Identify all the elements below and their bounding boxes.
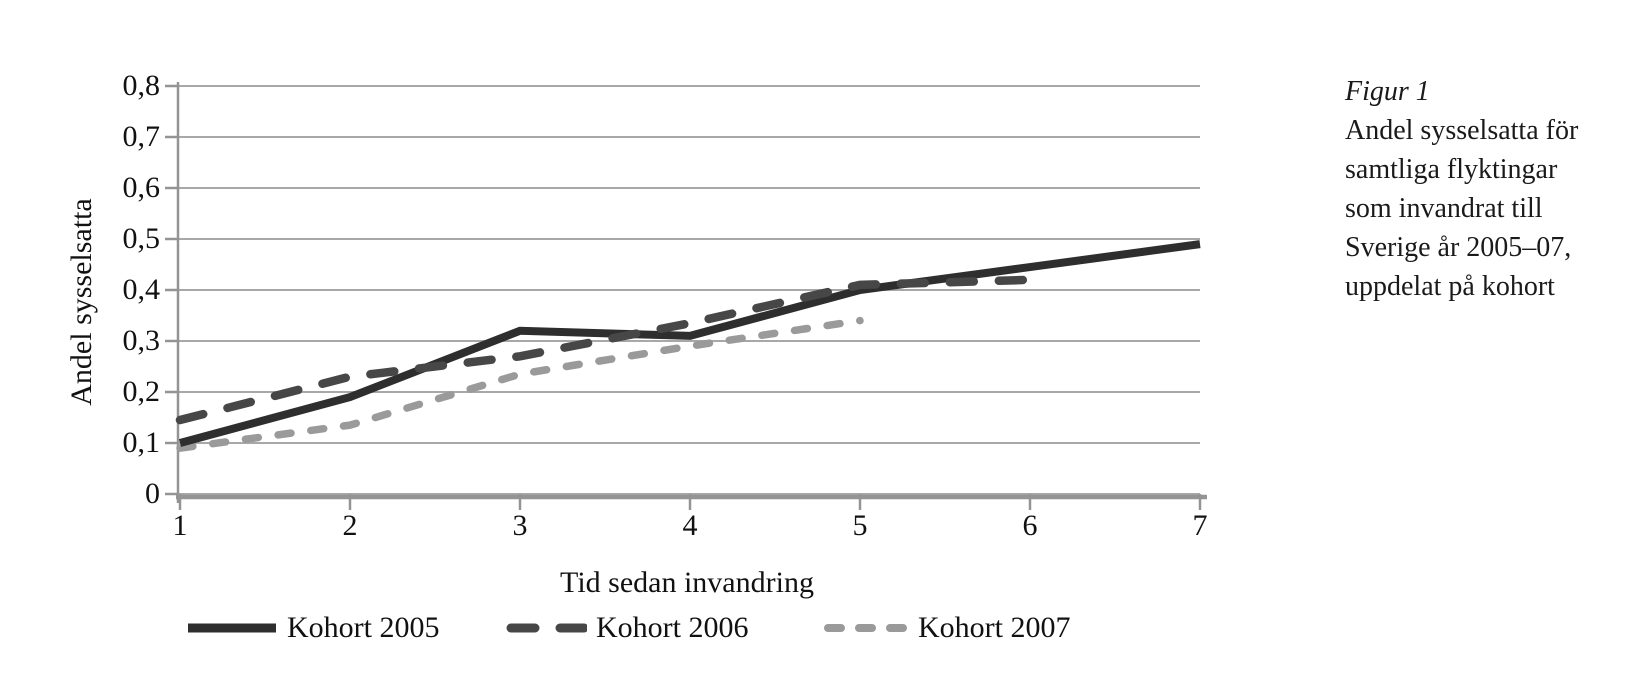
- legend-label: Kohort 2006: [596, 611, 749, 644]
- legend-item-kohort-2006: Kohort 2006: [505, 608, 749, 648]
- x-tick-label: 5: [852, 509, 868, 542]
- figure-caption-line: Andel sysselsatta för: [1345, 115, 1579, 146]
- legend-label: Kohort 2007: [918, 611, 1071, 644]
- y-tick-label: 0,2: [122, 375, 161, 408]
- y-tick-label: 0,8: [122, 69, 161, 102]
- legend-line-short-dashed-icon: [824, 624, 909, 632]
- legend-item-kohort-2007: Kohort 2007: [823, 608, 1071, 648]
- y-tick-label: 0,7: [122, 120, 161, 153]
- x-tick-label: 4: [682, 509, 698, 542]
- legend-line-dashed-icon: [506, 623, 587, 633]
- y-tick-label: 0,4: [122, 273, 161, 306]
- figure-caption-line: samtliga flyktingar: [1345, 154, 1558, 185]
- series-line-kohort-2005: [178, 240, 1201, 447]
- figure-caption: Figur 1 Andel sysselsatta för samtliga fl…: [1345, 72, 1637, 306]
- series-line-kohort-2007: [176, 316, 864, 452]
- y-tick-label: 0,6: [122, 171, 161, 204]
- x-tick-label: 1: [172, 509, 188, 542]
- legend-label: Kohort 2005: [287, 611, 440, 644]
- figure-caption-text: Andel sysselsatta för samtliga flyktingar…: [1345, 111, 1637, 306]
- figure-caption-title: Figur 1: [1345, 76, 1430, 107]
- figure-caption-line: Sverige år 2005–07,: [1345, 232, 1572, 263]
- y-tick-label: 0,5: [122, 222, 161, 255]
- x-axis-title: Tid sedan invandring: [560, 566, 814, 599]
- x-tick-label: 6: [1022, 509, 1038, 542]
- y-tick-label: 0: [145, 477, 160, 510]
- x-tick-label: 7: [1192, 509, 1208, 542]
- legend-item-kohort-2005: Kohort 2005: [186, 608, 440, 648]
- figure-caption-line: som invandrat till: [1345, 193, 1543, 224]
- figure-caption-line: uppdelat på kohort: [1345, 271, 1555, 302]
- legend-line-solid-icon: [188, 623, 276, 633]
- y-tick-label: 0,3: [122, 324, 161, 357]
- series-line-kohort-2006: [175, 275, 1035, 425]
- y-tick-label: 0,1: [122, 426, 161, 459]
- x-tick-label: 3: [512, 509, 528, 542]
- x-tick-label: 2: [342, 509, 358, 542]
